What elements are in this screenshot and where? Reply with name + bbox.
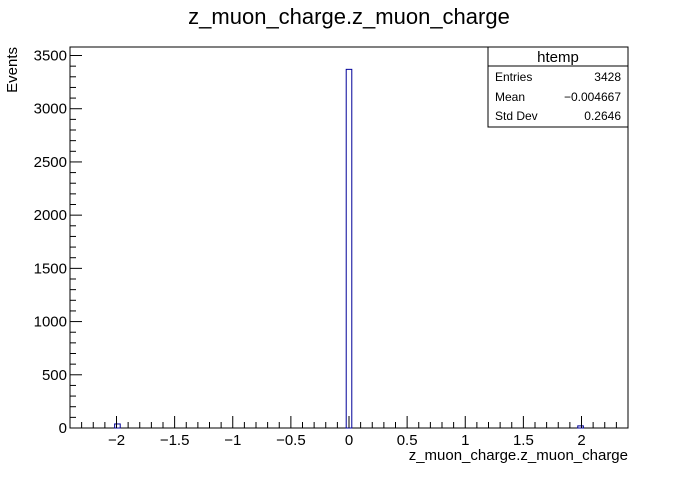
x-axis-ticks: −2 −1.5 −1 −0.5 0 0.5 1 1.5 2 [81,416,617,449]
y-tick-label: 2500 [34,154,67,171]
x-tick-label: −0.5 [276,432,306,449]
x-tick-label: 0.5 [397,432,418,449]
stats-box-frame [487,46,629,128]
y-axis-ticks: 0 500 1000 1500 2000 2500 3000 3500 [34,48,82,437]
stats-entries-value: 3428 [594,70,621,84]
stats-box-title: htemp [537,49,579,66]
y-tick-label: 0 [59,420,67,437]
stats-entries-label: Entries [495,70,532,84]
y-tick-label: 500 [42,367,67,384]
x-tick-label: 1 [461,432,469,449]
histogram-bar [345,68,353,429]
y-tick-label: 2000 [34,207,67,224]
x-tick-label: −1.5 [160,432,190,449]
stats-stddev-label: Std Dev [495,109,538,123]
stats-mean-label: Mean [495,90,525,104]
y-axis-label: Events [4,47,21,93]
x-tick-label: 1.5 [513,432,534,449]
x-tick-label: 0 [345,432,353,449]
x-tick-label: 2 [577,432,585,449]
stats-mean-value: −0.004667 [564,90,621,104]
chart-title: z_muon_charge.z_muon_charge [188,4,510,29]
x-tick-label: −1 [224,432,241,449]
stats-stddev-value: 0.2646 [584,109,621,123]
y-tick-label: 3500 [34,48,67,65]
x-tick-label: −2 [108,432,125,449]
histogram-bar [114,423,121,429]
x-axis-label: z_muon_charge.z_muon_charge [409,447,628,464]
stats-box: htemp Entries 3428 Mean −0.004667 Std De… [487,46,629,128]
y-tick-label: 1000 [34,314,67,331]
y-tick-label: 1500 [34,260,67,277]
y-tick-label: 3000 [34,101,67,118]
histogram-bar [577,425,584,429]
